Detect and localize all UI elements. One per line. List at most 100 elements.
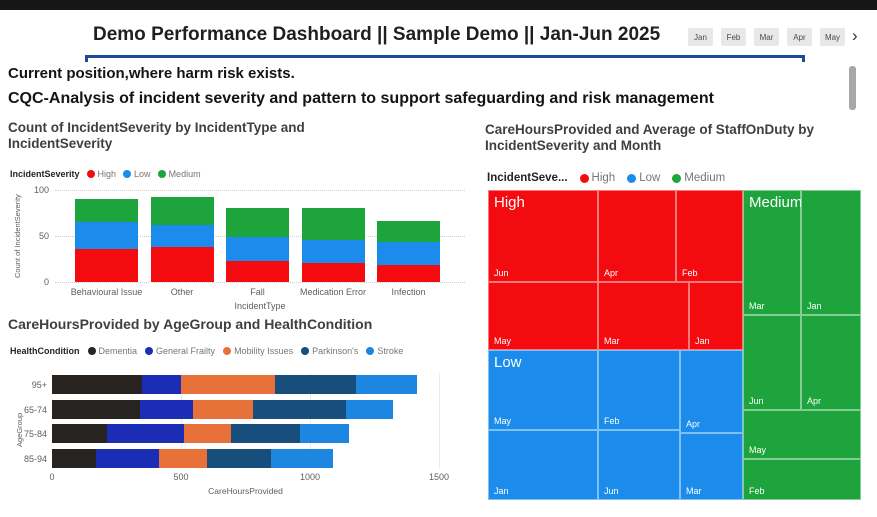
legend-item-low[interactable]: Low [627,172,660,184]
bar-segment-dementia[interactable] [52,375,143,394]
bar-age-75-84[interactable] [52,424,349,443]
bar-segment-low[interactable] [226,236,289,261]
bar-segment-low[interactable] [75,222,138,249]
legend-item-dementia[interactable]: Dementia [87,346,137,356]
bar-segment-dementia[interactable] [52,424,108,443]
treemap-cell-medium-feb[interactable]: Feb [743,459,861,500]
treemap-cell-medium-jun[interactable]: Jun [743,315,801,410]
bar-segment-stroke[interactable] [356,375,418,394]
treemap-cell-low-jan[interactable]: Jan [488,430,598,500]
bar-segment-stroke[interactable] [299,424,349,443]
treemap-cell-high-apr[interactable]: Apr [598,190,676,282]
bar-other[interactable] [150,190,214,282]
bar-fall[interactable] [226,190,289,282]
treemap-cell-medium-jan[interactable]: Jan [801,190,861,315]
bar-age-95-[interactable] [52,375,418,394]
page-title: Demo Performance Dashboard || Sample Dem… [93,24,661,45]
legend-dot-icon [157,170,166,178]
bar-behavioural-issue[interactable] [75,190,138,282]
chevron-right-icon[interactable]: › [852,26,858,45]
month-button-feb[interactable]: Feb [721,28,746,46]
bar-segment-high[interactable] [377,265,440,282]
treemap-cell-medium-may[interactable]: May [743,410,861,459]
y-category-label: 75-84 [23,429,47,439]
bar-segment-low[interactable] [377,241,440,266]
treemap-cell-low-mar[interactable]: Mar [680,433,743,500]
bar-segment-mobility-issues[interactable] [192,400,254,419]
legend-dot-icon [123,170,132,178]
legend-dot-icon [86,170,95,178]
legend-dot-icon [366,347,375,355]
bar-age-85-94[interactable] [52,449,334,468]
gridline-x-500 [181,373,182,468]
bar-segment-general-frailty[interactable] [95,449,160,468]
treemap-cell-high-mar[interactable]: Mar [598,282,689,350]
legend-item-label: General Frailty [156,346,216,356]
x-axis-title: CareHoursProvided [208,486,283,496]
treemap-cell-low-apr[interactable]: Apr [680,350,743,433]
treemap-cell-low-feb[interactable]: Feb [598,350,680,430]
x-tick-label: 1500 [428,472,450,482]
bar-segment-mobility-issues[interactable] [159,449,207,468]
bar-segment-parkinson-s[interactable] [275,375,357,394]
legend-dot-icon [579,173,589,183]
bar-segment-general-frailty[interactable] [142,375,181,394]
legend-item-parkinson-s[interactable]: Parkinson's [301,346,358,356]
treemap-cell-high-jan[interactable]: Jan [689,282,743,350]
bar-segment-low[interactable] [150,224,214,248]
bar-segment-dementia[interactable] [52,449,96,468]
bar-segment-medium[interactable] [150,197,214,225]
legend-item-high[interactable]: High [579,172,615,184]
month-button-apr[interactable]: Apr [787,28,812,46]
treemap-month-label: Apr [807,396,822,406]
month-slicer: Jan Feb Mar Apr May [688,28,845,46]
bar-age-65-74[interactable] [52,400,393,419]
legend-item-low[interactable]: Low [123,169,151,179]
treemap-cell-medium-mar[interactable]: Medium Mar [743,190,802,315]
bar-infection[interactable] [377,190,440,282]
bar-segment-stroke[interactable] [271,449,334,468]
bar-segment-medium[interactable] [226,208,289,237]
bar-medication-error[interactable] [301,190,365,282]
bar-segment-general-frailty[interactable] [107,424,184,443]
x-category-label: Infection [391,287,426,297]
legend-item-stroke[interactable]: Stroke [366,346,403,356]
bar-segment-low[interactable] [301,239,365,263]
legend-item-high[interactable]: High [86,169,116,179]
treemap-cell-medium-apr[interactable]: Apr [801,315,861,410]
bar-segment-high[interactable] [301,262,365,282]
legend-item-mobility-issues[interactable]: Mobility Issues [223,346,293,356]
bar-segment-high[interactable] [150,247,214,282]
treemap-cell-high-may[interactable]: May [488,282,598,350]
bar-segment-high[interactable] [226,260,289,282]
treemap-cell-high-feb[interactable]: Feb [676,190,743,282]
x-category-label: Behavioural Issue [70,287,143,297]
treemap-cell-high-jun[interactable]: High Jun [488,190,598,282]
gridline-x-1500 [439,373,440,468]
bar-segment-high[interactable] [75,248,138,282]
bar-segment-medium[interactable] [377,221,440,242]
legend-item-medium[interactable]: Medium [157,169,201,179]
bar-segment-parkinson-s[interactable] [206,449,272,468]
month-button-jan[interactable]: Jan [688,28,713,46]
legend-item-medium[interactable]: Medium [672,172,725,184]
treemap-cell-low-jun[interactable]: Jun [598,430,680,500]
treemap-cell-low-may[interactable]: Low May [488,350,598,430]
month-button-may[interactable]: May [820,28,845,46]
bar-segment-mobility-issues[interactable] [183,424,232,443]
bar-segment-dementia[interactable] [52,400,140,419]
treemap-month-label: Mar [749,301,765,311]
bar-segment-parkinson-s[interactable] [253,400,347,419]
legend-dot-icon [87,347,96,355]
bar-segment-mobility-issues[interactable] [180,375,276,394]
scrollbar-thumb[interactable] [849,66,856,110]
bar-segment-general-frailty[interactable] [139,400,193,419]
bar-segment-stroke[interactable] [346,400,393,419]
month-button-mar[interactable]: Mar [754,28,779,46]
bar-segment-medium[interactable] [75,199,138,223]
bar-segment-parkinson-s[interactable] [231,424,300,443]
bar-segment-medium[interactable] [301,208,365,240]
legend-title: IncidentSeve... [487,172,568,184]
chart-legend: HealthCondition Dementia General Frailty Mo… [10,346,403,356]
legend-item-general-frailty[interactable]: General Frailty [145,346,215,356]
